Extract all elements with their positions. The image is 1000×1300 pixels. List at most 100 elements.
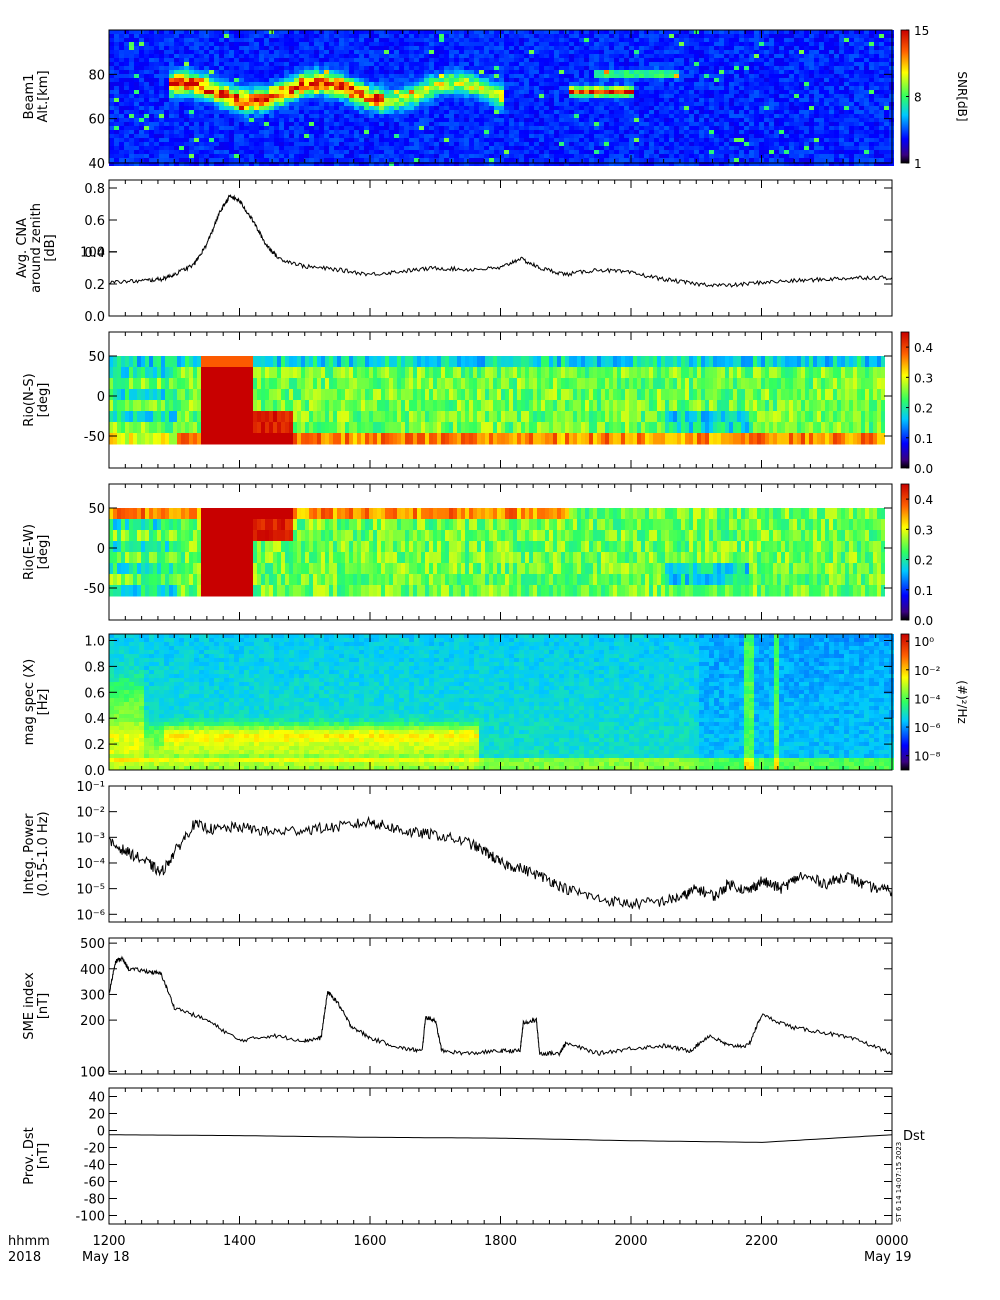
colorbar-tick-label: 0.3 bbox=[914, 371, 933, 385]
y-tick-label: 0.2 bbox=[84, 738, 105, 753]
y-axis-label: Alt.[km] bbox=[36, 70, 51, 122]
y-tick-label: 0.0 bbox=[84, 310, 105, 325]
colorbar-tick-label: 1 bbox=[914, 157, 922, 171]
y-tick-label: 0 bbox=[97, 542, 105, 557]
y-tick-label: 0.4 bbox=[84, 712, 105, 727]
colorbar-gradient bbox=[900, 633, 910, 771]
colorbar: 0.4 0.3 0.2 0.1 0.0 bbox=[900, 331, 933, 476]
colorbar-tick-label: 0.0 bbox=[914, 462, 933, 476]
colorbar-tick-label: 10⁻² bbox=[914, 664, 941, 678]
colorbar-tick-label: 0.3 bbox=[914, 523, 933, 537]
panel-1: 100 80 60 40 Beam1 Alt.[km] 15 8 1 SNR[dB] bbox=[22, 24, 969, 261]
colorbar-tick-label: 0.1 bbox=[914, 584, 933, 598]
y-tick-label: 0 bbox=[97, 390, 105, 405]
series-line-6 bbox=[108, 815, 893, 911]
panel-5: 1.0 0.8 0.6 0.4 0.2 0.0 mag spec (X) [Hz] 10⁰ 10⁻… bbox=[22, 633, 969, 779]
y-tick-label: 50 bbox=[88, 502, 105, 517]
series-line-8 bbox=[109, 1134, 893, 1143]
colorbar-tick-label: 0.2 bbox=[914, 554, 933, 568]
colorbar-tick-label: 10⁻⁶ bbox=[914, 721, 941, 735]
y-axis-label: Beam1 bbox=[22, 74, 37, 120]
y-axis-label: [Hz] bbox=[36, 689, 51, 716]
colorbar: 15 8 1 SNR[dB] bbox=[900, 24, 969, 171]
colorbar-tick-label: 10⁻⁸ bbox=[914, 750, 941, 764]
y-tick-label: -80 bbox=[84, 1193, 105, 1208]
x-tick-label: 1600 bbox=[353, 1234, 386, 1249]
y-tick-label: 10⁻⁴ bbox=[76, 857, 105, 872]
y-tick-label: 10⁻² bbox=[76, 806, 105, 821]
colorbar-tick-label: 0.1 bbox=[914, 432, 933, 446]
y-tick-label: 10⁻¹ bbox=[76, 780, 105, 795]
colorbar-tick-label: 15 bbox=[914, 24, 929, 38]
colorbar-tick-label: 0.2 bbox=[914, 402, 933, 416]
y-tick-label: 0.0 bbox=[84, 764, 105, 779]
x-corner-year: 2018 bbox=[8, 1250, 41, 1265]
y-tick-label: 0 bbox=[97, 1125, 105, 1140]
y-axis-label: [deg] bbox=[36, 383, 51, 418]
x-tick-label: 1400 bbox=[223, 1234, 256, 1249]
y-tick-label: 100 bbox=[80, 1065, 105, 1080]
series-line-2 bbox=[108, 194, 893, 288]
panel-frame bbox=[108, 937, 893, 1075]
y-axis-label: Avg. CNA bbox=[15, 218, 30, 278]
y-tick-label: 10⁻⁵ bbox=[76, 883, 105, 898]
series-line-7 bbox=[108, 955, 893, 1058]
panel-6: 10⁻¹ 10⁻² 10⁻³ 10⁻⁴ 10⁻⁵ 10⁻⁶ Integ. Power (0.1… bbox=[22, 780, 893, 923]
y-axis-label: SME index bbox=[22, 972, 37, 1040]
y-tick-label: 20 bbox=[88, 1108, 105, 1123]
y-tick-label: -50 bbox=[84, 582, 105, 597]
y-axis-label: [dB] bbox=[43, 234, 58, 261]
y-tick-label: -20 bbox=[84, 1142, 105, 1157]
colorbar-tick-label: 10⁰ bbox=[914, 635, 934, 649]
colorbar-label: SNR[dB] bbox=[955, 71, 969, 121]
x-corner-hhmm: hhmm bbox=[8, 1234, 50, 1249]
y-tick-label: 0.8 bbox=[84, 182, 105, 197]
panel-frame bbox=[108, 1087, 893, 1225]
x-tick-label: 0000 bbox=[875, 1234, 908, 1249]
y-tick-label: 100 bbox=[80, 246, 105, 261]
colorbar-label: (#)²/Hz bbox=[955, 680, 969, 724]
y-axis-label: [nT] bbox=[36, 993, 51, 1019]
colorbar-gradient bbox=[900, 483, 910, 621]
y-axis-label: Prov. Dst bbox=[22, 1127, 37, 1184]
y-axis-label: Integ. Power bbox=[22, 813, 37, 895]
y-tick-label: 400 bbox=[80, 963, 105, 978]
y-tick-label: -50 bbox=[84, 430, 105, 445]
y-axis-label: [nT] bbox=[36, 1143, 51, 1169]
y-tick-label: 80 bbox=[88, 68, 105, 83]
y-tick-label: 0.6 bbox=[84, 686, 105, 701]
colorbar-tick-label: 0.4 bbox=[914, 493, 933, 507]
y-tick-label: 1.0 bbox=[84, 634, 105, 649]
colorbar-tick-label: 10⁻⁴ bbox=[914, 692, 941, 706]
y-axis-label: (0.15-1.0 Hz) bbox=[36, 811, 51, 896]
panel-4: 50 0 -50 Rio(E-W) [deg] 0.4 0.3 0.2 0.1 0.0 bbox=[22, 483, 933, 628]
y-tick-label: -100 bbox=[75, 1210, 105, 1225]
x-tick-label: 1200 bbox=[92, 1234, 125, 1249]
y-tick-label: -60 bbox=[84, 1176, 105, 1191]
colorbar: 10⁰ 10⁻² 10⁻⁴ 10⁻⁶ 10⁻⁸ (#)²/Hz bbox=[900, 633, 969, 771]
panel-3: 50 0 -50 Rio(N-S) [deg] 0.4 0.3 0.2 0.1 0.0 bbox=[22, 331, 933, 476]
y-tick-label: 40 bbox=[88, 157, 105, 172]
x-tick-label: 2200 bbox=[745, 1234, 778, 1249]
x-end-date: May 19 bbox=[864, 1250, 912, 1265]
y-tick-label: 300 bbox=[80, 988, 105, 1003]
y-tick-label: 10⁻³ bbox=[76, 831, 105, 846]
y-tick-label: 0.8 bbox=[84, 660, 105, 675]
y-axis-label: [deg] bbox=[36, 535, 51, 570]
colorbar-gradient bbox=[900, 331, 910, 469]
series-label-dst: Dst bbox=[903, 1129, 925, 1144]
panel-2: 0.8 0.6 0.4 0.2 0.0 Avg. CNA around zenith [dB] bbox=[15, 179, 893, 325]
x-tick-label: 1800 bbox=[484, 1234, 517, 1249]
panel-8: Dst 40 20 0 -20 -40 -60 -80 -100 Prov. Dst [nT] bbox=[22, 1087, 925, 1225]
y-tick-label: 40 bbox=[88, 1091, 105, 1106]
y-tick-label: 0.4 bbox=[84, 246, 105, 261]
generation-stamp: ST 6 14 14:07:15 2023 bbox=[895, 1142, 903, 1222]
y-tick-label: -40 bbox=[84, 1159, 105, 1174]
y-tick-label: 200 bbox=[80, 1014, 105, 1029]
time-axis: hhmm 2018 May 18 May 19 1200 1400 1600 1800… bbox=[8, 1234, 912, 1265]
x-tick-label: 2000 bbox=[614, 1234, 647, 1249]
colorbar-tick-label: 8 bbox=[914, 91, 922, 105]
y-tick-label: 0.2 bbox=[84, 278, 105, 293]
